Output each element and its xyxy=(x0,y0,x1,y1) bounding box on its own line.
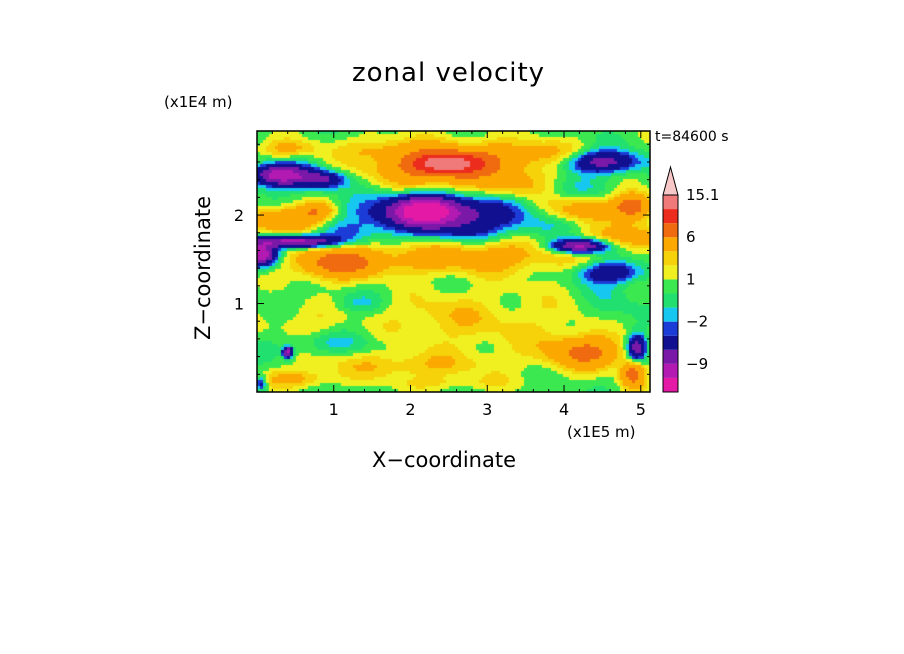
colorbar-band xyxy=(663,349,678,364)
colorbar-band xyxy=(663,209,678,224)
colorbar-label: 1 xyxy=(686,270,696,288)
x-axis-label: X−coordinate xyxy=(372,448,516,472)
time-label: t=84600 s xyxy=(655,129,729,145)
colorbar-frame xyxy=(662,194,679,393)
x-tick-label: 3 xyxy=(482,400,492,419)
colorbar-band xyxy=(663,293,678,308)
colorbar-band xyxy=(663,377,678,392)
colorbar-band xyxy=(663,265,678,280)
colorbar-band xyxy=(663,363,678,378)
chart-title: zonal velocity xyxy=(352,58,546,88)
colorbar-label: −9 xyxy=(686,355,708,373)
x-tick-label: 4 xyxy=(559,400,569,419)
colorbar-band xyxy=(663,251,678,266)
y-tick-label: 1 xyxy=(234,295,244,314)
colorbar-band xyxy=(663,237,678,252)
colorbar-label: −2 xyxy=(686,313,708,331)
colorbar-band xyxy=(663,335,678,350)
plot-frame xyxy=(256,130,651,393)
colorbar-band xyxy=(663,223,678,238)
y-axis-multiplier: (x1E4 m) xyxy=(164,93,233,111)
x-tick-label: 5 xyxy=(636,400,646,419)
colorbar-label: 6 xyxy=(686,228,696,246)
x-axis-multiplier: (x1E5 m) xyxy=(567,423,636,441)
colorbar-band xyxy=(663,279,678,294)
x-tick-label: 1 xyxy=(329,400,339,419)
contour-field xyxy=(257,131,650,392)
y-tick-label: 2 xyxy=(234,206,244,225)
colorbar-extend-triangle xyxy=(662,165,679,196)
x-tick-label: 2 xyxy=(405,400,415,419)
colorbar-band xyxy=(663,321,678,336)
colorbar-label: 15.1 xyxy=(686,186,719,204)
colorbar-band xyxy=(663,195,678,210)
colorbar-band xyxy=(663,307,678,322)
